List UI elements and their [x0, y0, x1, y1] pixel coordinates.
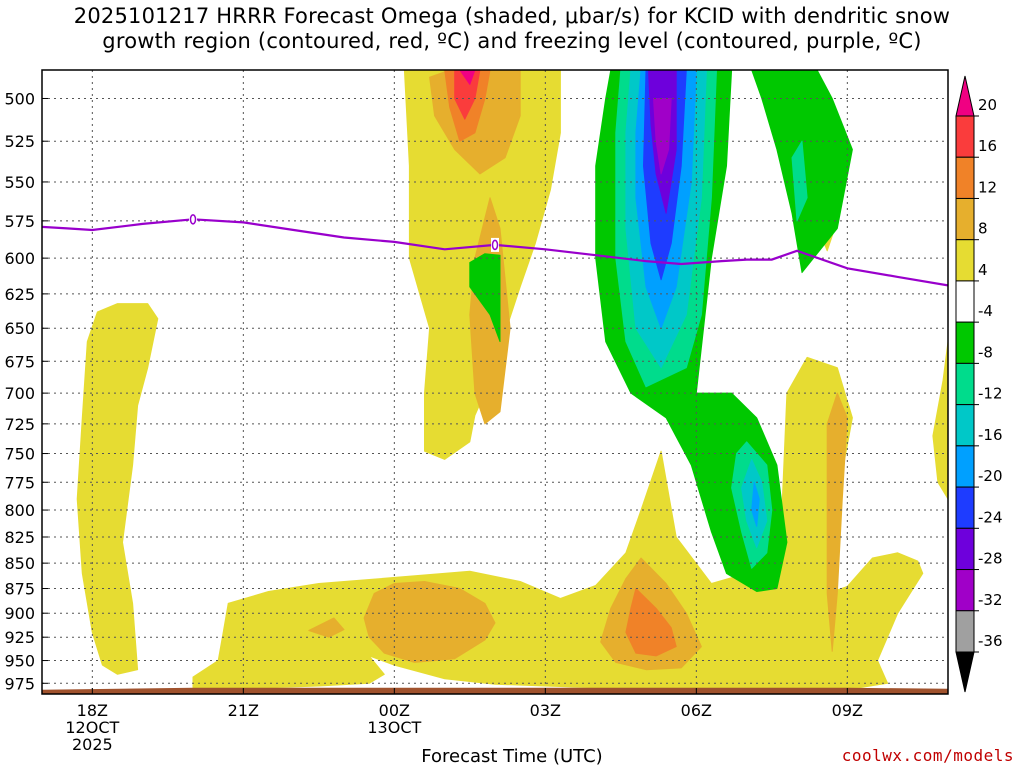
y-tick-label: 675 — [4, 352, 35, 371]
colorbar-label: 20 — [978, 96, 997, 114]
x-tick-label: 00Z — [379, 701, 410, 720]
freezing-level-label — [189, 214, 197, 225]
colorbar-box — [955, 115, 975, 158]
colorbar-top-arrow — [955, 75, 975, 117]
y-tick-label: 700 — [4, 384, 35, 403]
x-axis-label: Forecast Time (UTC) — [421, 746, 603, 767]
colorbar-label: -24 — [978, 508, 1003, 526]
chart-title: 2025101217 HRRR Forecast Omega (shaded, … — [0, 4, 1024, 54]
y-tick-label: 850 — [4, 554, 35, 573]
colorbar-bottom-arrow — [955, 651, 975, 693]
omega-region-10 — [826, 392, 848, 652]
y-tick-label: 575 — [4, 212, 35, 231]
y-tick-label: 625 — [4, 285, 35, 304]
freezing-level-label — [491, 239, 499, 251]
plot-frame — [41, 69, 949, 695]
y-tick-label: 900 — [4, 604, 35, 623]
y-axis: 500 525 550 575 600 625 650 675 700 725 750 775 800 8… — [4, 89, 48, 693]
omega-region-27 — [653, 98, 672, 175]
y-tick-label: 975 — [4, 674, 35, 693]
colorbar-box — [955, 321, 975, 364]
y-tick-label: 525 — [4, 132, 35, 151]
x-tick-label: 13OCT — [367, 718, 421, 737]
x-tick-label: 06Z — [681, 701, 712, 720]
colorbar-box — [955, 527, 975, 571]
omega-region-1 — [192, 356, 924, 692]
colorbar-label: 12 — [978, 178, 997, 196]
x-tick-label: 12OCT — [65, 718, 119, 737]
colorbar-box — [955, 445, 975, 488]
colorbar-box — [955, 362, 975, 406]
title-line-2: growth region (contoured, red, ºC) and f… — [102, 29, 922, 53]
y-tick-label: 550 — [4, 173, 35, 192]
x-tick-label: 09Z — [832, 701, 863, 720]
colorbar-box — [955, 156, 975, 199]
colorbar-box — [955, 486, 975, 529]
colorbar-label: 8 — [978, 220, 988, 238]
freezing-level-label-bg — [491, 237, 499, 252]
omega-region-7 — [363, 581, 496, 663]
colorbar-box — [955, 197, 975, 241]
title-line-1: 2025101217 HRRR Forecast Omega (shaded, … — [73, 4, 951, 28]
x-tick-label: 03Z — [530, 701, 561, 720]
colorbar: -36 -32 -28 -24 -20 -16 -12 -8 -4 4 8 12 16 20 — [955, 75, 1003, 693]
omega-region-13 — [454, 70, 481, 120]
colorbar-label: -32 — [978, 591, 1003, 609]
colorbar-box — [955, 239, 975, 282]
colorbar-box — [955, 610, 975, 653]
colorbar-label: 4 — [978, 261, 988, 279]
y-tick-label: 950 — [4, 652, 35, 671]
colorbar-label: -8 — [978, 343, 993, 361]
omega-region-14 — [459, 70, 476, 85]
y-tick-label: 725 — [4, 415, 35, 434]
y-tick-label: 825 — [4, 528, 35, 547]
omega-region-4 — [932, 341, 948, 500]
colorbar-label: -36 — [978, 632, 1003, 650]
y-tick-label: 650 — [4, 319, 35, 338]
colorbar-label: -28 — [978, 550, 1003, 568]
freezing-level-line — [42, 218, 948, 287]
colorbar-box — [955, 280, 975, 323]
colorbar-label: -12 — [978, 385, 1003, 403]
colorbar-box — [955, 569, 975, 612]
y-tick-label: 750 — [4, 445, 35, 464]
omega-region-20 — [791, 140, 808, 222]
omega-region-11 — [625, 588, 677, 657]
omega-fill-layer — [76, 70, 948, 692]
omega-region-24 — [751, 481, 760, 527]
x-tick-label: 2025 — [72, 735, 113, 754]
omega-region-9 — [308, 617, 345, 638]
y-tick-label: 775 — [4, 473, 35, 492]
site-credit[interactable]: coolwx.com/models — [841, 746, 1014, 765]
colorbar-label: -16 — [978, 426, 1003, 444]
freezing-level-layer — [42, 212, 948, 287]
freezing-level-label-bg — [189, 212, 197, 227]
colorbar-label: -4 — [978, 302, 993, 320]
y-tick-label: 925 — [4, 628, 35, 647]
terrain — [42, 687, 948, 694]
y-tick-label: 800 — [4, 501, 35, 520]
x-tick-label: 21Z — [228, 701, 259, 720]
grid-layer — [42, 70, 948, 694]
x-tick-label: 18Z — [77, 701, 108, 720]
colorbar-label: -20 — [978, 467, 1003, 485]
y-tick-label: 875 — [4, 580, 35, 599]
colorbar-box — [955, 404, 975, 447]
y-tick-label: 600 — [4, 249, 35, 268]
terrain-layer — [42, 687, 948, 694]
y-tick-label: 500 — [4, 89, 35, 108]
colorbar-label: 16 — [978, 137, 997, 155]
omega-region-0 — [76, 303, 159, 675]
omega-region-17 — [469, 253, 501, 343]
